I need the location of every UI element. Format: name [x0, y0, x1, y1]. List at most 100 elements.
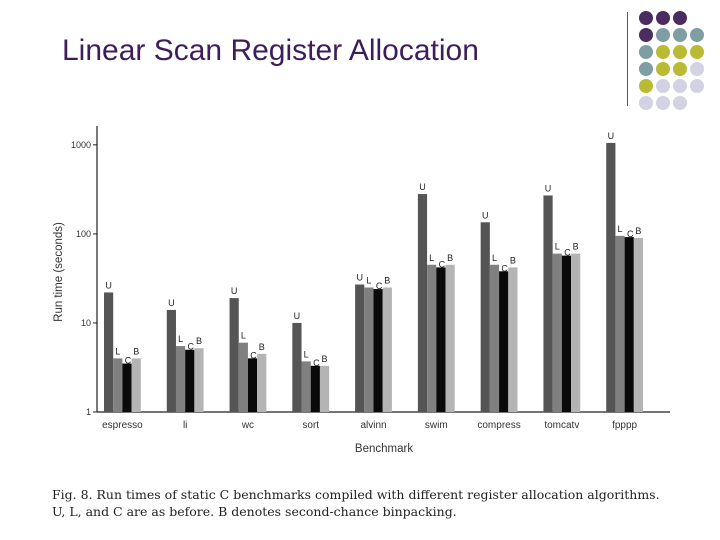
decorative-dot [656, 28, 670, 42]
decorative-dot [690, 45, 704, 59]
slide-title: Linear Scan Register Allocation [62, 34, 479, 67]
bar-l [615, 235, 625, 412]
bar-series-label: U [482, 210, 489, 220]
decorative-dot [690, 28, 704, 42]
decorative-dot [639, 28, 653, 42]
bar-series-label: U [168, 298, 175, 308]
bar-series-label: B [510, 255, 516, 265]
x-tick-label: espresso [102, 420, 143, 431]
x-tick-label: wc [241, 420, 254, 431]
bar-b [633, 237, 644, 412]
bar-series-label: C [627, 229, 634, 239]
decorative-dot [639, 62, 653, 76]
bar-b [257, 353, 267, 412]
bar-b [131, 358, 141, 412]
bar-l [113, 358, 123, 412]
x-axis-title: Benchmark [355, 443, 413, 455]
x-tick-label: fpppp [612, 420, 637, 431]
chart-bars [104, 142, 644, 413]
y-tick-label: 1 [86, 407, 91, 417]
decorative-dot [639, 11, 653, 25]
bar-l [552, 253, 562, 412]
bar-u [166, 309, 176, 412]
bar-u [417, 194, 428, 412]
bar-series-label: U [419, 182, 426, 192]
bar-b [508, 267, 518, 412]
bar-series-label: U [545, 183, 552, 193]
x-tick-label: alvinn [360, 420, 386, 431]
bar-b [571, 253, 581, 412]
bar-series-label: U [356, 273, 363, 283]
bar-series-label: C [376, 281, 383, 291]
bar-series-label: B [384, 275, 390, 285]
x-tick-label: tomcatv [544, 420, 579, 431]
bar-c [436, 267, 446, 412]
figure-caption: Fig. 8. Run times of static C benchmarks… [52, 486, 692, 520]
bar-series-label: B [196, 336, 202, 346]
decorative-dot [673, 96, 687, 110]
y-tick-label: 1000 [71, 140, 91, 150]
decorative-dot [656, 62, 670, 76]
bar-series-label: L [304, 349, 309, 359]
bar-b [445, 264, 455, 412]
bar-series-label: B [635, 226, 641, 236]
x-tick-label: compress [477, 420, 520, 431]
decorative-dot [656, 96, 670, 110]
decorative-dot [639, 45, 653, 59]
bar-series-label: B [322, 354, 328, 364]
bar-u [292, 322, 302, 412]
bar-series-label: C [313, 358, 320, 368]
decorative-dot [690, 62, 704, 76]
decorative-dot [639, 79, 653, 93]
x-tick-label: sort [302, 420, 319, 431]
bar-series-label: U [231, 286, 238, 296]
bar-c [499, 271, 509, 412]
bar-series-label: C [439, 259, 446, 269]
bar-l [489, 264, 500, 412]
bar-b [319, 365, 330, 412]
bar-series-label: U [105, 280, 112, 290]
caption-line-2: U, L, and C are as before. B denotes sec… [52, 504, 457, 519]
bar-series-label: U [294, 311, 301, 321]
x-tick-label: li [183, 420, 187, 431]
y-tick-label: 100 [76, 229, 91, 239]
y-tick-label: 10 [81, 318, 91, 328]
decorative-dot [639, 96, 653, 110]
bar-series-label: L [492, 253, 497, 263]
bar-series-label: L [366, 275, 371, 285]
bar-c [185, 349, 195, 412]
decorative-dot [690, 79, 704, 93]
bar-u [480, 222, 490, 412]
bar-series-label: C [564, 248, 571, 258]
bar-u [606, 142, 616, 413]
bar-series-label: L [115, 346, 120, 356]
bar-u [543, 195, 553, 412]
bar-b [382, 287, 392, 412]
bar-series-label: L [618, 224, 623, 234]
decorative-dot [673, 45, 687, 59]
decorative-dot [656, 79, 670, 93]
bar-series-label: U [608, 131, 615, 141]
bar-series-label: B [447, 253, 453, 263]
bar-l [364, 287, 374, 412]
decorative-dot-grid [639, 11, 704, 110]
y-axis-title: Run time (seconds) [53, 222, 65, 322]
bar-u [229, 298, 239, 412]
bar-series-label: B [133, 346, 139, 356]
decorative-dot [656, 45, 670, 59]
bar-c [122, 363, 132, 412]
bar-c [247, 358, 258, 412]
bar-c [561, 255, 572, 412]
bar-series-label: L [178, 334, 183, 344]
bar-series-label: B [259, 342, 265, 352]
bar-series-label: C [501, 263, 508, 273]
bar-b [194, 348, 204, 412]
bar-c [310, 365, 320, 412]
bar-c [373, 289, 383, 412]
bar-series-label: L [429, 253, 434, 263]
bar-c [624, 237, 634, 412]
bar-series-label: L [241, 331, 246, 341]
bar-l [427, 264, 437, 412]
